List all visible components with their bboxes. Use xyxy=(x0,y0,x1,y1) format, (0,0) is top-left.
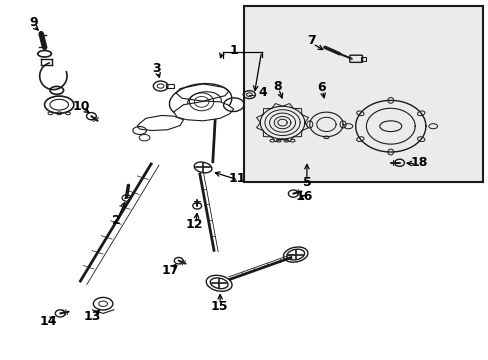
Text: 6: 6 xyxy=(317,81,325,94)
Polygon shape xyxy=(137,116,183,131)
Bar xyxy=(165,84,174,88)
Text: 15: 15 xyxy=(210,300,227,313)
Text: 17: 17 xyxy=(162,264,179,277)
Text: 14: 14 xyxy=(40,315,57,328)
Text: 16: 16 xyxy=(295,190,312,203)
Text: 3: 3 xyxy=(152,62,161,75)
Text: 18: 18 xyxy=(409,156,427,169)
Text: 1: 1 xyxy=(229,44,238,57)
Text: 12: 12 xyxy=(185,218,203,231)
Text: 5: 5 xyxy=(302,176,311,189)
Text: 10: 10 xyxy=(72,100,90,113)
Text: 9: 9 xyxy=(29,17,38,30)
Bar xyxy=(360,57,366,60)
Text: 2: 2 xyxy=(112,214,121,227)
Polygon shape xyxy=(173,101,233,121)
Text: 4: 4 xyxy=(258,86,267,99)
Text: 11: 11 xyxy=(228,172,245,185)
Bar xyxy=(244,6,483,182)
Text: 7: 7 xyxy=(307,34,316,48)
Polygon shape xyxy=(176,84,228,101)
Text: 13: 13 xyxy=(83,310,101,324)
Text: 8: 8 xyxy=(273,80,282,93)
